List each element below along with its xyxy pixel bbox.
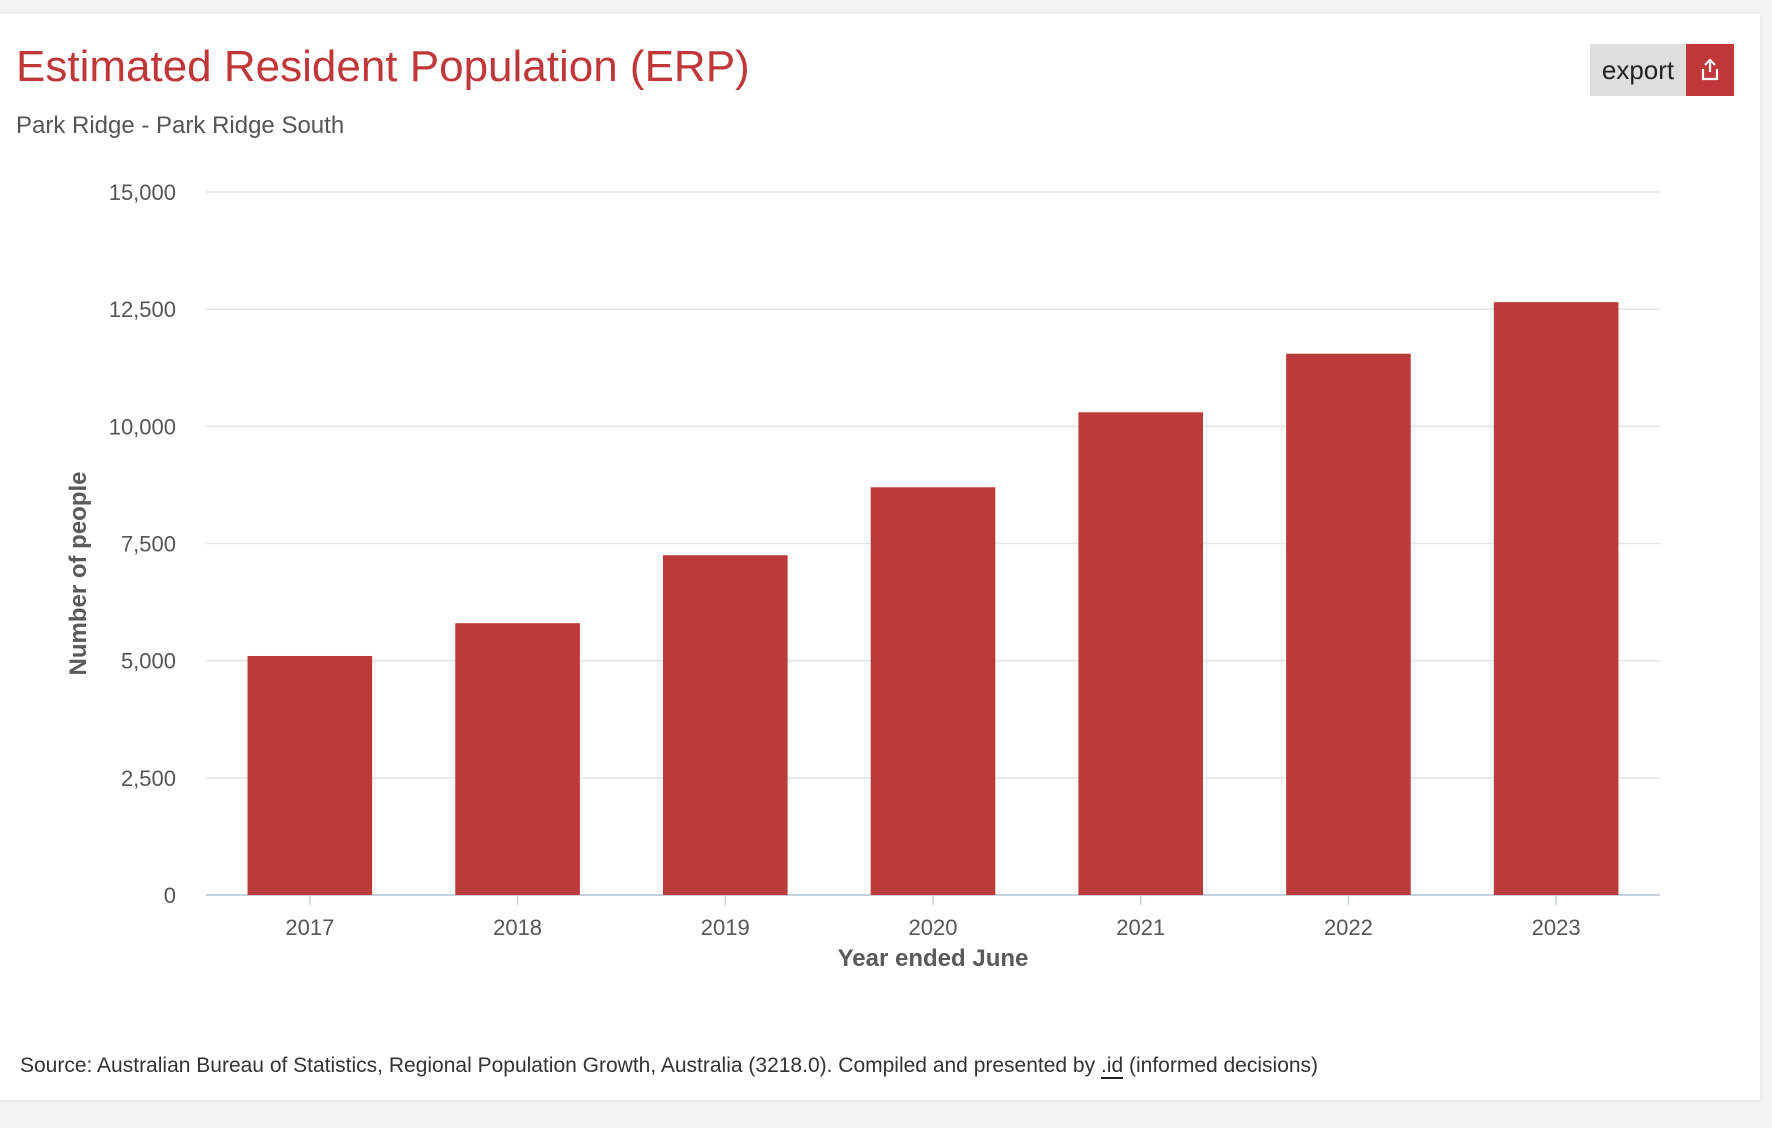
- y-tick-label: 2,500: [121, 766, 176, 791]
- y-axis-title: Number of people: [65, 471, 92, 675]
- bar: [247, 655, 373, 895]
- bar: [1493, 302, 1619, 895]
- y-tick-label: 10,000: [109, 414, 176, 439]
- upload-share-icon[interactable]: [1686, 44, 1734, 96]
- x-axis-title: Year ended June: [838, 945, 1029, 972]
- chart-card: Estimated Resident Population (ERP) Park…: [0, 14, 1760, 1100]
- bar: [455, 623, 580, 895]
- source-text: Source: Australian Bureau of Statistics,…: [20, 1054, 1101, 1077]
- y-tick-label: 7,500: [121, 532, 176, 557]
- x-tick-label: 2018: [493, 915, 542, 940]
- x-tick-label: 2019: [701, 915, 750, 940]
- chart-title: Estimated Resident Population (ERP): [16, 42, 750, 91]
- x-tick-label: 2020: [909, 915, 958, 940]
- export-button[interactable]: export: [1590, 44, 1734, 96]
- y-tick-label: 15,000: [109, 180, 176, 205]
- export-label[interactable]: export: [1590, 44, 1686, 96]
- bar: [1286, 353, 1411, 895]
- chart-subtitle: Park Ridge - Park Ridge South: [16, 112, 345, 139]
- source-note: Source: Australian Bureau of Statistics,…: [20, 1054, 1319, 1079]
- y-tick-label: 12,500: [109, 297, 176, 322]
- bar: [870, 487, 996, 895]
- id-link[interactable]: .id: [1100, 1054, 1124, 1079]
- bar: [662, 555, 788, 895]
- x-tick-label: 2017: [285, 915, 334, 940]
- x-tick-label: 2021: [1116, 915, 1165, 940]
- y-tick-label: 5,000: [121, 649, 176, 674]
- bar: [1078, 412, 1204, 895]
- source-suffix: (informed decisions): [1123, 1054, 1319, 1077]
- bar-chart: 0 2,500 5,000 7,500 10,000 12,500 15,000 2017 20…: [65, 180, 1660, 972]
- y-tick-label: 0: [164, 883, 176, 908]
- x-tick-label: 2023: [1532, 915, 1581, 940]
- x-tick-label: 2022: [1324, 915, 1373, 940]
